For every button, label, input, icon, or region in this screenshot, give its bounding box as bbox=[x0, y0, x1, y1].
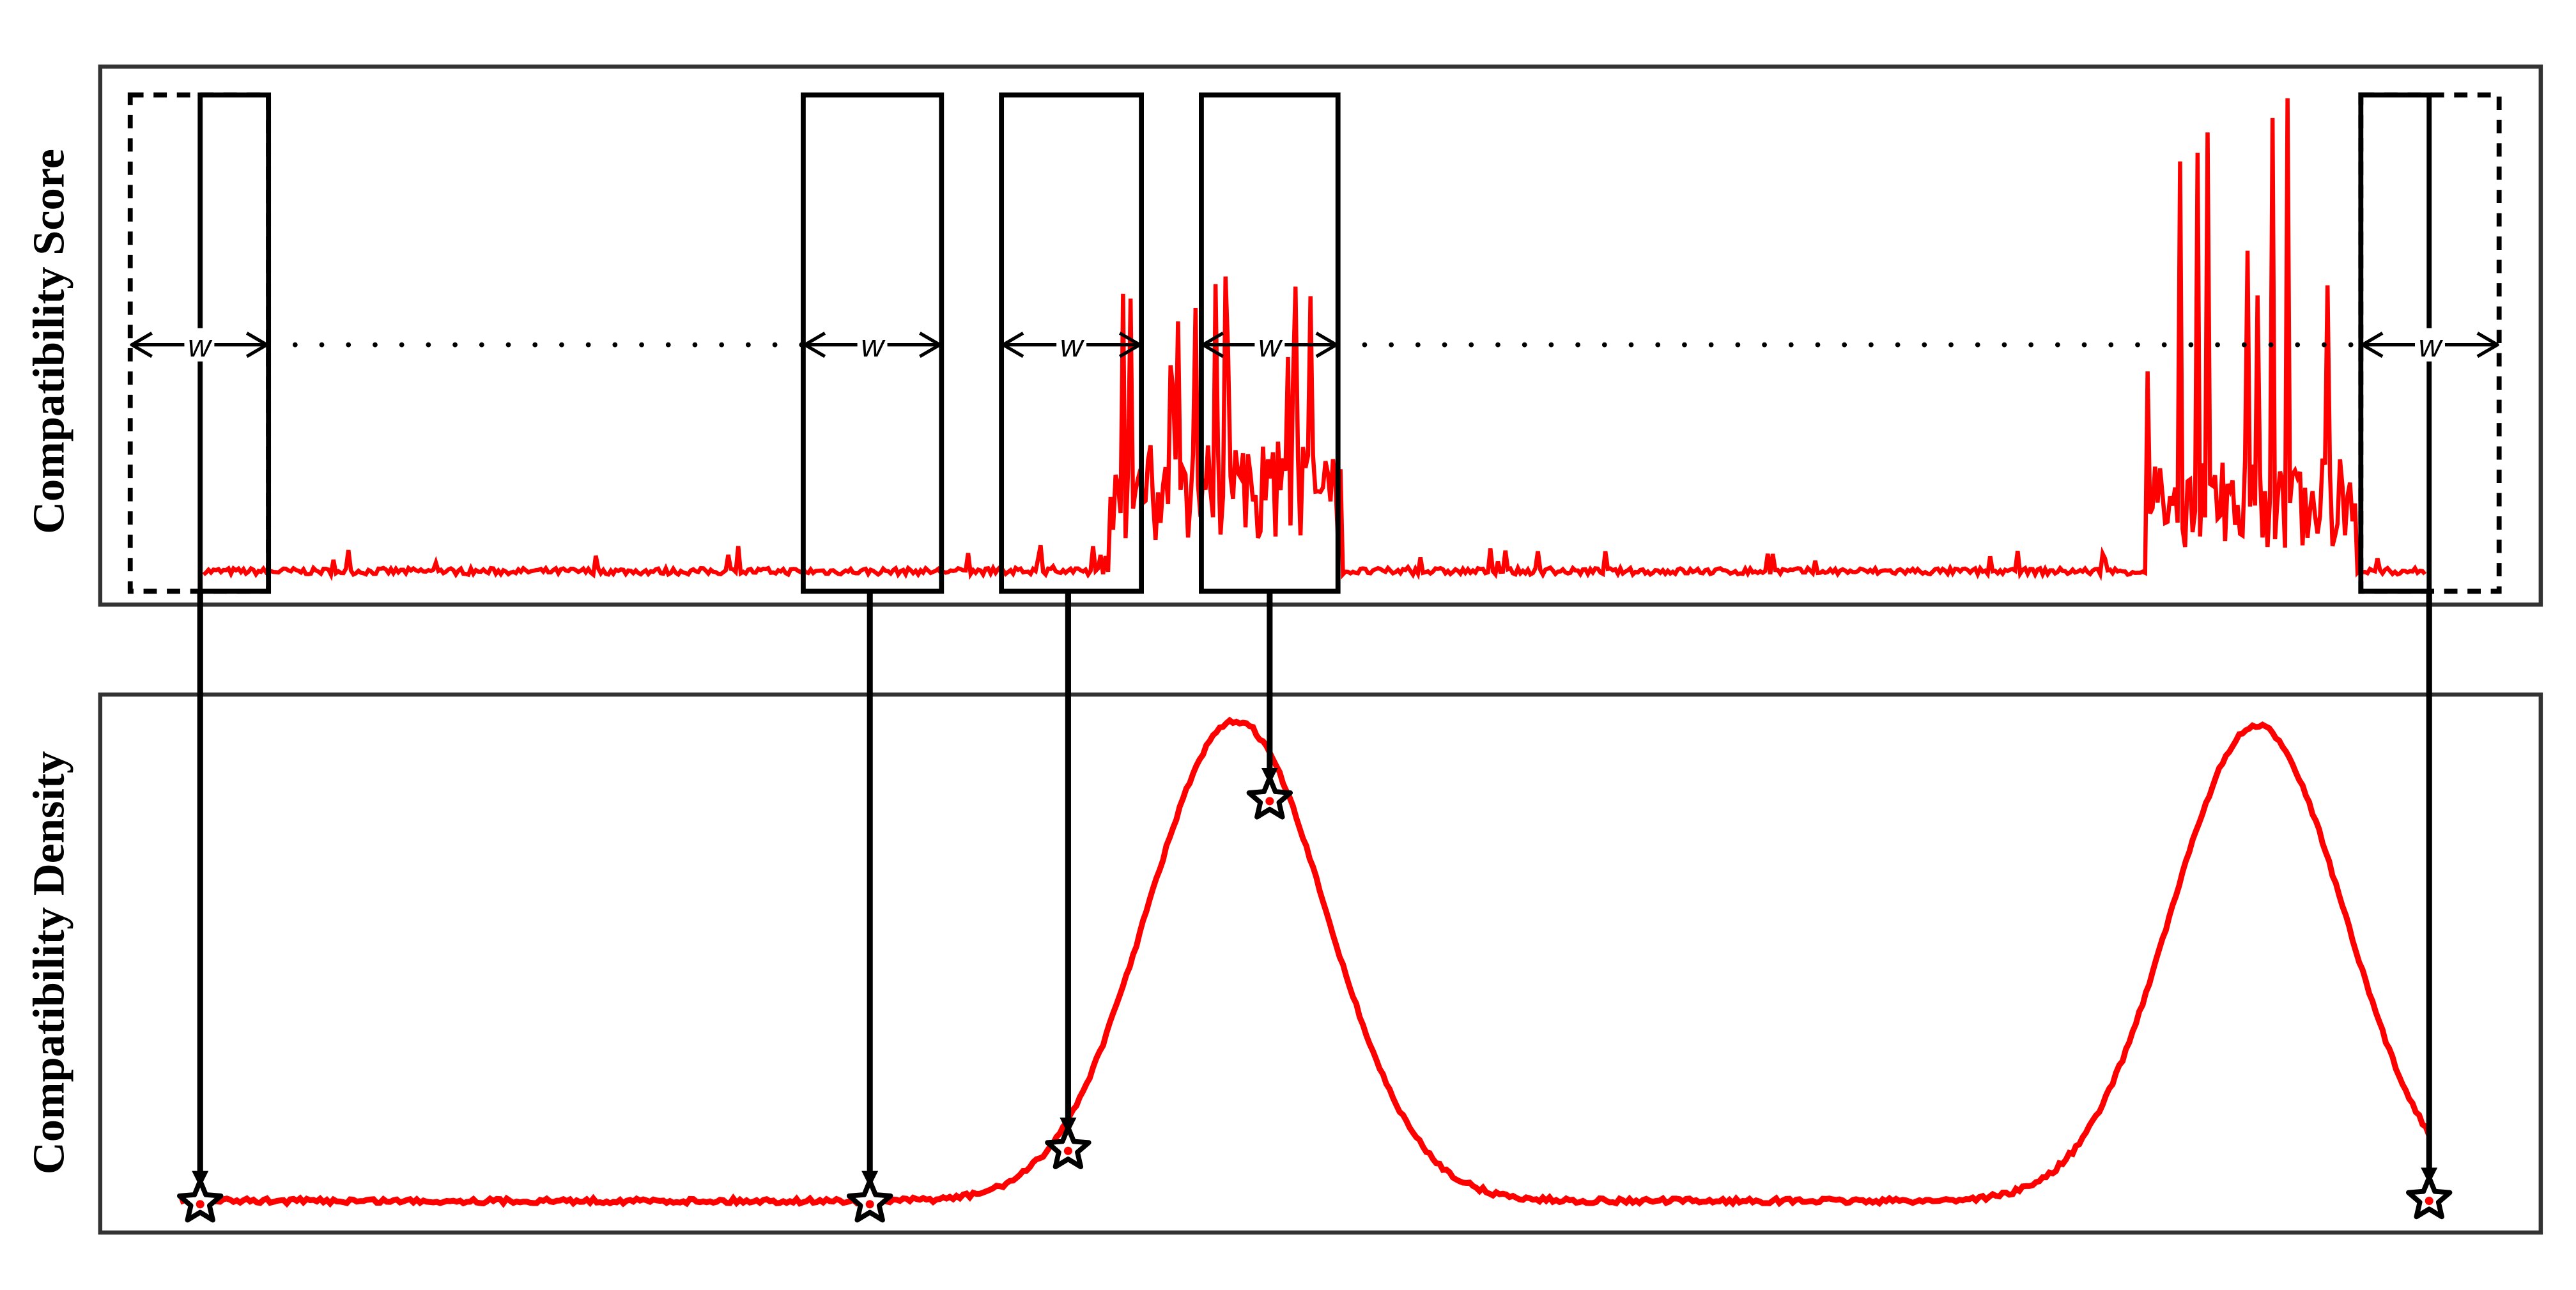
label-bg bbox=[1056, 328, 1087, 362]
star-dot bbox=[865, 1200, 874, 1209]
score-panel bbox=[98, 65, 2543, 607]
star-dot bbox=[1063, 1146, 1072, 1155]
window-label: w bbox=[861, 328, 886, 364]
label-bg bbox=[1254, 328, 1285, 362]
window-label: w bbox=[1060, 328, 1085, 364]
label-bg bbox=[857, 328, 888, 362]
star-dot bbox=[1265, 797, 1274, 806]
window-label: w bbox=[2419, 328, 2444, 364]
score-signal bbox=[202, 98, 2427, 581]
label-bg bbox=[2415, 328, 2445, 362]
density-panel bbox=[98, 692, 2543, 1235]
window-label: w bbox=[188, 328, 213, 364]
window-label: w bbox=[1258, 328, 1283, 364]
star-dot bbox=[196, 1200, 204, 1209]
y-axis-label: Compatibility Density bbox=[24, 751, 73, 1174]
y-axis-label: Compatibility Score bbox=[24, 149, 73, 534]
density-curve bbox=[179, 716, 2432, 1208]
label-bg bbox=[184, 328, 215, 362]
star-dot bbox=[2425, 1197, 2433, 1206]
